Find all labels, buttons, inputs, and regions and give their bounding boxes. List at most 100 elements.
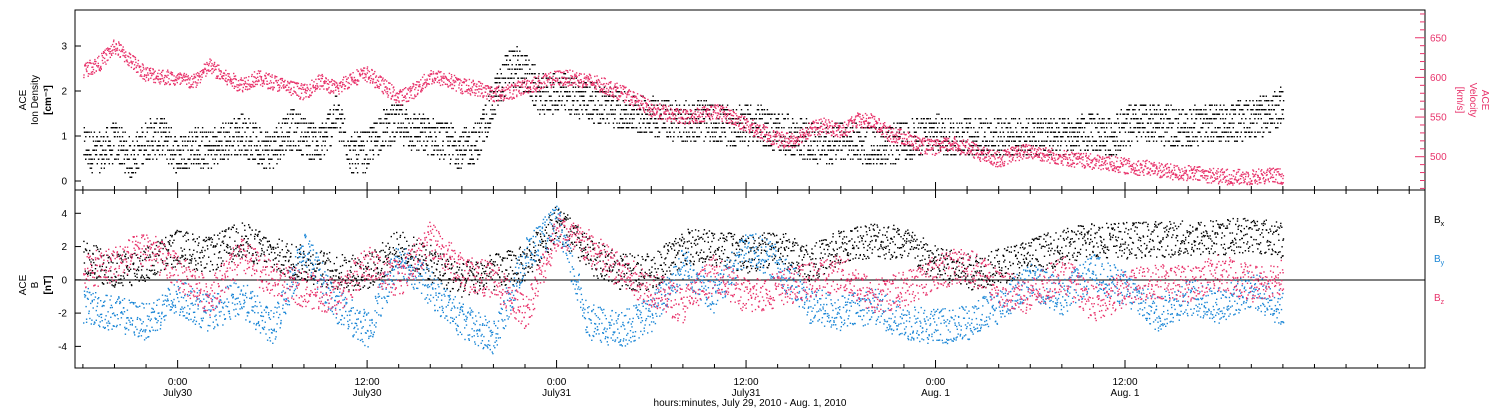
density-point xyxy=(1136,127,1139,129)
density-point xyxy=(943,154,945,156)
density-point xyxy=(143,149,146,151)
density-point xyxy=(1101,118,1103,120)
density-point xyxy=(1134,109,1136,111)
density-point xyxy=(503,77,505,79)
density-point xyxy=(819,154,821,156)
density-point xyxy=(876,163,878,165)
density-point xyxy=(291,113,293,115)
density-point xyxy=(539,109,541,111)
density-point xyxy=(826,131,828,133)
density-point xyxy=(519,86,522,88)
density-point xyxy=(1078,127,1080,129)
density-point xyxy=(533,104,535,106)
density-point xyxy=(108,163,110,165)
density-point xyxy=(198,145,200,147)
density-point xyxy=(1235,140,1237,142)
density-point xyxy=(471,131,473,133)
density-point xyxy=(140,149,142,151)
density-point xyxy=(1110,127,1112,129)
density-point xyxy=(623,113,626,115)
density-point xyxy=(608,95,611,97)
density-point xyxy=(914,131,916,133)
density-point xyxy=(265,140,267,142)
density-point xyxy=(891,154,894,156)
density-point xyxy=(1241,140,1244,142)
density-point xyxy=(207,167,210,169)
density-point xyxy=(667,100,669,102)
velocity-point xyxy=(104,49,106,51)
density-point xyxy=(375,131,378,133)
velocity-point xyxy=(221,77,223,80)
velocity-point xyxy=(232,82,234,84)
density-point xyxy=(880,136,882,138)
density-point xyxy=(1138,127,1140,129)
density-point xyxy=(479,131,481,133)
density-point xyxy=(407,131,410,133)
density-point xyxy=(842,131,845,133)
density-point xyxy=(872,163,875,165)
density-point xyxy=(903,131,905,133)
density-point xyxy=(335,122,337,124)
density-point xyxy=(631,118,634,120)
velocity-point xyxy=(166,76,168,78)
velocity-point xyxy=(122,46,124,48)
density-point xyxy=(199,145,201,147)
density-point xyxy=(1236,104,1238,106)
velocity-point xyxy=(93,63,95,65)
density-point xyxy=(1142,122,1144,124)
density-point xyxy=(1212,136,1215,138)
density-point xyxy=(238,149,240,151)
velocity-point xyxy=(187,78,189,81)
density-point xyxy=(269,145,271,147)
density-point xyxy=(1172,122,1174,124)
velocity-point xyxy=(233,85,236,87)
density-point xyxy=(554,104,557,106)
density-point xyxy=(1006,140,1008,142)
density-point xyxy=(329,145,331,147)
density-point xyxy=(946,145,948,147)
density-point xyxy=(300,122,302,124)
density-point xyxy=(1226,113,1228,115)
density-point xyxy=(458,140,460,142)
density-point xyxy=(1115,122,1118,124)
density-point xyxy=(926,136,928,138)
density-point xyxy=(1193,109,1195,111)
density-point xyxy=(1200,136,1202,138)
velocity-point xyxy=(222,75,224,77)
density-point xyxy=(1007,136,1009,138)
density-point xyxy=(763,136,765,138)
density-point xyxy=(193,158,195,160)
density-point xyxy=(911,154,913,156)
density-point xyxy=(588,100,590,102)
density-point xyxy=(1039,131,1042,133)
density-point xyxy=(712,136,714,138)
density-point xyxy=(226,145,228,147)
density-point xyxy=(1175,109,1177,111)
density-point xyxy=(404,113,407,115)
density-point xyxy=(1161,136,1163,138)
density-point xyxy=(803,122,806,124)
density-point xyxy=(1225,140,1227,142)
density-point xyxy=(1065,127,1067,129)
density-point xyxy=(1106,136,1109,138)
density-point xyxy=(367,158,369,160)
density-point xyxy=(160,136,163,138)
density-point xyxy=(706,122,708,124)
density-point xyxy=(760,104,762,106)
density-point xyxy=(1054,131,1057,133)
density-point xyxy=(945,149,947,151)
density-point xyxy=(712,104,714,106)
density-point xyxy=(196,158,198,160)
density-point xyxy=(766,131,768,133)
density-point xyxy=(704,109,706,111)
density-point xyxy=(844,158,846,160)
density-point xyxy=(489,118,491,120)
density-point xyxy=(628,127,630,129)
velocity-point xyxy=(113,39,115,41)
density-point xyxy=(1190,145,1193,147)
density-point xyxy=(758,127,760,129)
velocity-point xyxy=(177,74,179,76)
velocity-point xyxy=(192,83,194,85)
density-point xyxy=(445,127,448,129)
density-point xyxy=(583,95,585,97)
